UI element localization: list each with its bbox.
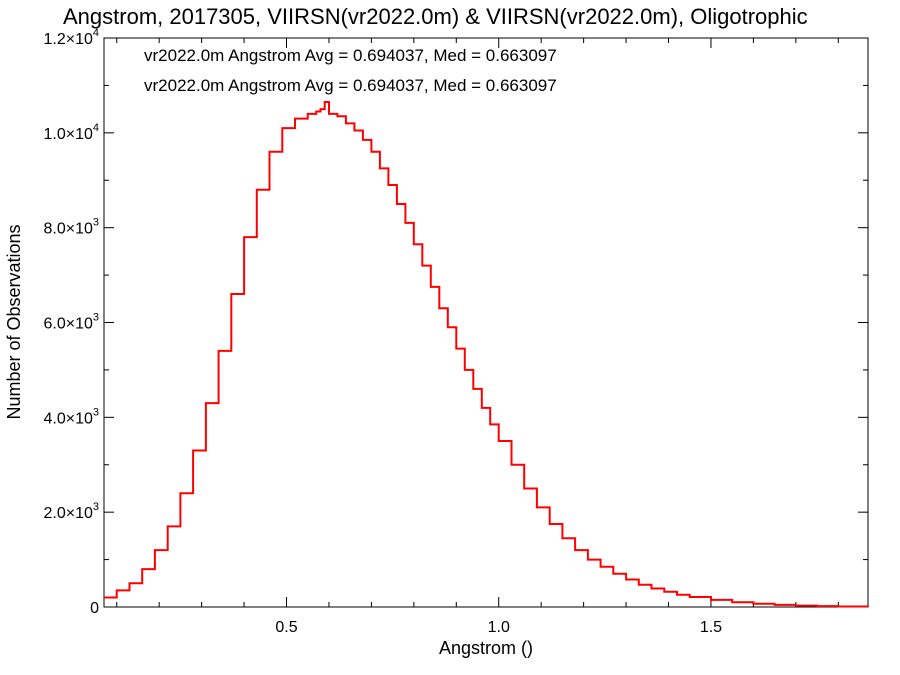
y-tick-label: 2.0×103	[43, 501, 99, 522]
legend-entry-red: vr2022.0m Angstrom Avg = 0.694037, Med =…	[144, 76, 557, 95]
x-axis-label: Angstrom ()	[439, 638, 533, 658]
series-line	[104, 101, 869, 608]
plot-frame	[103, 37, 869, 608]
y-tick-label: 8.0×103	[43, 217, 99, 238]
y-tick-label: 0	[90, 600, 99, 617]
y-tick-label: 1.0×104	[43, 122, 99, 143]
x-tick-label: 0.5	[275, 619, 297, 636]
legend-entry-black: vr2022.0m Angstrom Avg = 0.694037, Med =…	[144, 46, 557, 65]
chart-title: Angstrom, 2017305, VIIRSN(vr2022.0m) & V…	[63, 4, 808, 29]
y-tick-label: 4.0×103	[43, 406, 99, 427]
x-tick-label: 1.5	[700, 619, 722, 636]
x-axis-ticks: 0.5 1.0 1.5	[116, 38, 839, 636]
y-tick-label: 1.2×104	[43, 27, 99, 48]
y-axis-ticks: 0 2.0×103 4.0×103 6.0×103 8.0×103 1.0×104 1.2×…	[43, 27, 868, 617]
x-tick-label: 1.0	[488, 619, 510, 636]
y-tick-label: 6.0×103	[43, 312, 99, 333]
y-axis-label: Number of Observations	[4, 224, 24, 419]
